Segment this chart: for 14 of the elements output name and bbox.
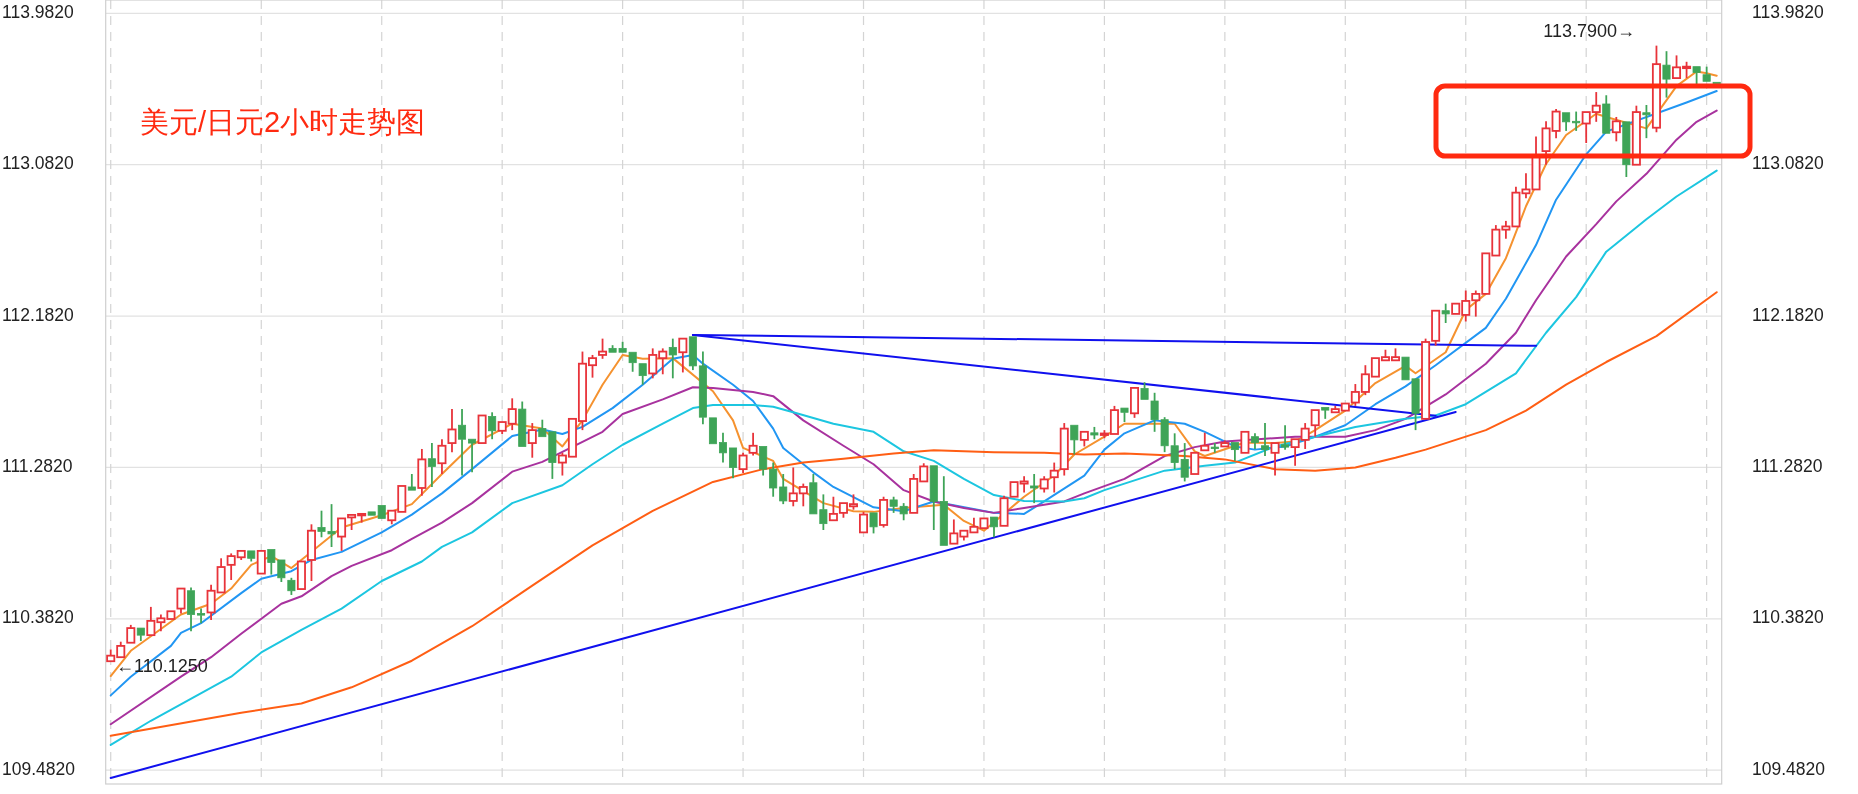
y-tick-label: 109.4820 (2, 758, 76, 779)
y-tick-label: 113.0820 (2, 153, 74, 174)
text: 美元/日元2小时走势图 (140, 105, 426, 138)
y2-tick-label: 109.4820 (1752, 758, 1826, 779)
y2-tick-label: 113.9820 (1752, 1, 1824, 22)
y2-tick-label: 113.0820 (1752, 153, 1824, 174)
annotation: 113.7900→ (1543, 20, 1635, 41)
y-tick-label: 112.1820 (2, 304, 74, 325)
y-tick-label: 113.9820 (2, 1, 74, 22)
y2-tick-label: 112.1820 (1752, 304, 1824, 325)
y-tick-label: 110.3820 (2, 607, 74, 628)
y-tick-label: 111.2820 (2, 456, 73, 477)
y2-tick-label: 111.2820 (1752, 456, 1823, 477)
y2-tick-label: 110.3820 (1752, 607, 1824, 628)
